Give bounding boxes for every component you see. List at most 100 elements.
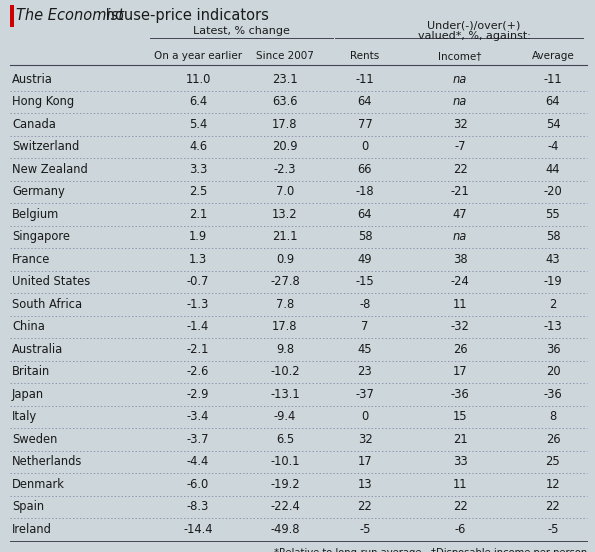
Text: 12: 12 [546, 477, 560, 491]
Text: 58: 58 [546, 230, 560, 243]
Text: -1.4: -1.4 [187, 320, 209, 333]
Text: -14.4: -14.4 [183, 523, 213, 536]
Text: 33: 33 [453, 455, 468, 468]
Text: 43: 43 [546, 253, 560, 266]
Text: -0.7: -0.7 [187, 275, 209, 288]
Text: Spain: Spain [12, 500, 44, 513]
Text: 13.2: 13.2 [272, 208, 298, 221]
Text: 15: 15 [453, 410, 467, 423]
Text: 45: 45 [358, 343, 372, 355]
Text: -21: -21 [450, 185, 469, 198]
Text: 21: 21 [453, 433, 467, 446]
Text: 1.9: 1.9 [189, 230, 207, 243]
Text: -49.8: -49.8 [270, 523, 300, 536]
Text: 55: 55 [546, 208, 560, 221]
Text: 54: 54 [546, 118, 560, 131]
Text: house-price indicators: house-price indicators [101, 8, 269, 23]
Text: 38: 38 [453, 253, 467, 266]
Text: -24: -24 [450, 275, 469, 288]
Text: 6.5: 6.5 [276, 433, 294, 446]
Text: na: na [453, 73, 467, 86]
Text: -11: -11 [544, 73, 562, 86]
Text: 0.9: 0.9 [276, 253, 294, 266]
Text: 2.1: 2.1 [189, 208, 207, 221]
Text: 20: 20 [546, 365, 560, 378]
Text: 22: 22 [358, 500, 372, 513]
Text: -18: -18 [356, 185, 374, 198]
Text: Canada: Canada [12, 118, 56, 131]
Text: -10.1: -10.1 [270, 455, 300, 468]
Text: -6.0: -6.0 [187, 477, 209, 491]
Text: -4: -4 [547, 140, 559, 153]
Text: Hong Kong: Hong Kong [12, 95, 74, 108]
Text: Latest, % change: Latest, % change [193, 26, 290, 36]
Text: Ireland: Ireland [12, 523, 52, 536]
Text: China: China [12, 320, 45, 333]
Text: 20.9: 20.9 [273, 140, 298, 153]
Text: 32: 32 [358, 433, 372, 446]
Text: France: France [12, 253, 51, 266]
Text: -5: -5 [547, 523, 559, 536]
Text: Japan: Japan [12, 388, 44, 401]
Text: 11: 11 [453, 477, 467, 491]
Text: 36: 36 [546, 343, 560, 355]
Text: 66: 66 [358, 163, 372, 176]
Text: -2.3: -2.3 [274, 163, 296, 176]
Text: The Economist: The Economist [16, 8, 124, 23]
Text: -6: -6 [455, 523, 466, 536]
Text: -9.4: -9.4 [274, 410, 296, 423]
Text: Denmark: Denmark [12, 477, 65, 491]
Text: Belgium: Belgium [12, 208, 60, 221]
Text: -2.6: -2.6 [187, 365, 209, 378]
Text: 7.0: 7.0 [276, 185, 294, 198]
Text: Britain: Britain [12, 365, 50, 378]
Text: -20: -20 [544, 185, 562, 198]
Text: -5: -5 [359, 523, 371, 536]
Text: 6.4: 6.4 [189, 95, 207, 108]
Text: -7: -7 [454, 140, 466, 153]
Text: 17: 17 [358, 455, 372, 468]
Text: 64: 64 [358, 208, 372, 221]
Text: South Africa: South Africa [12, 298, 82, 311]
Text: Austria: Austria [12, 73, 53, 86]
Text: 21.1: 21.1 [273, 230, 298, 243]
Text: -19.2: -19.2 [270, 477, 300, 491]
Text: 64: 64 [358, 95, 372, 108]
Text: United States: United States [12, 275, 90, 288]
Text: Since 2007: Since 2007 [256, 51, 314, 61]
Text: 17.8: 17.8 [273, 320, 298, 333]
Text: 7: 7 [361, 320, 369, 333]
Text: -13: -13 [544, 320, 562, 333]
Text: 23.1: 23.1 [272, 73, 298, 86]
Text: 22: 22 [546, 500, 560, 513]
Text: 4.6: 4.6 [189, 140, 207, 153]
Text: 9.8: 9.8 [276, 343, 294, 355]
Text: -3.7: -3.7 [187, 433, 209, 446]
Text: 13: 13 [358, 477, 372, 491]
Text: On a year earlier: On a year earlier [154, 51, 242, 61]
Text: Under(-)/over(+): Under(-)/over(+) [427, 20, 521, 30]
Text: New Zealand: New Zealand [12, 163, 87, 176]
Text: 77: 77 [358, 118, 372, 131]
Text: 32: 32 [453, 118, 468, 131]
Text: 17: 17 [453, 365, 467, 378]
Text: -37: -37 [356, 388, 374, 401]
Text: na: na [453, 230, 467, 243]
Text: 2.5: 2.5 [189, 185, 207, 198]
Text: 22: 22 [453, 163, 468, 176]
Text: 25: 25 [546, 455, 560, 468]
Text: -36: -36 [450, 388, 469, 401]
Text: -3.4: -3.4 [187, 410, 209, 423]
Text: 8: 8 [549, 410, 557, 423]
Text: 0: 0 [361, 140, 369, 153]
Text: Germany: Germany [12, 185, 65, 198]
Text: -13.1: -13.1 [270, 388, 300, 401]
Text: -22.4: -22.4 [270, 500, 300, 513]
Text: *Relative to long-run average   †Disposable income per person: *Relative to long-run average †Disposabl… [274, 549, 587, 552]
Text: 11: 11 [453, 298, 467, 311]
Text: valued*, %, against:: valued*, %, against: [418, 31, 530, 41]
Text: Sweden: Sweden [12, 433, 57, 446]
Text: -10.2: -10.2 [270, 365, 300, 378]
Text: -1.3: -1.3 [187, 298, 209, 311]
Text: 2: 2 [549, 298, 557, 311]
